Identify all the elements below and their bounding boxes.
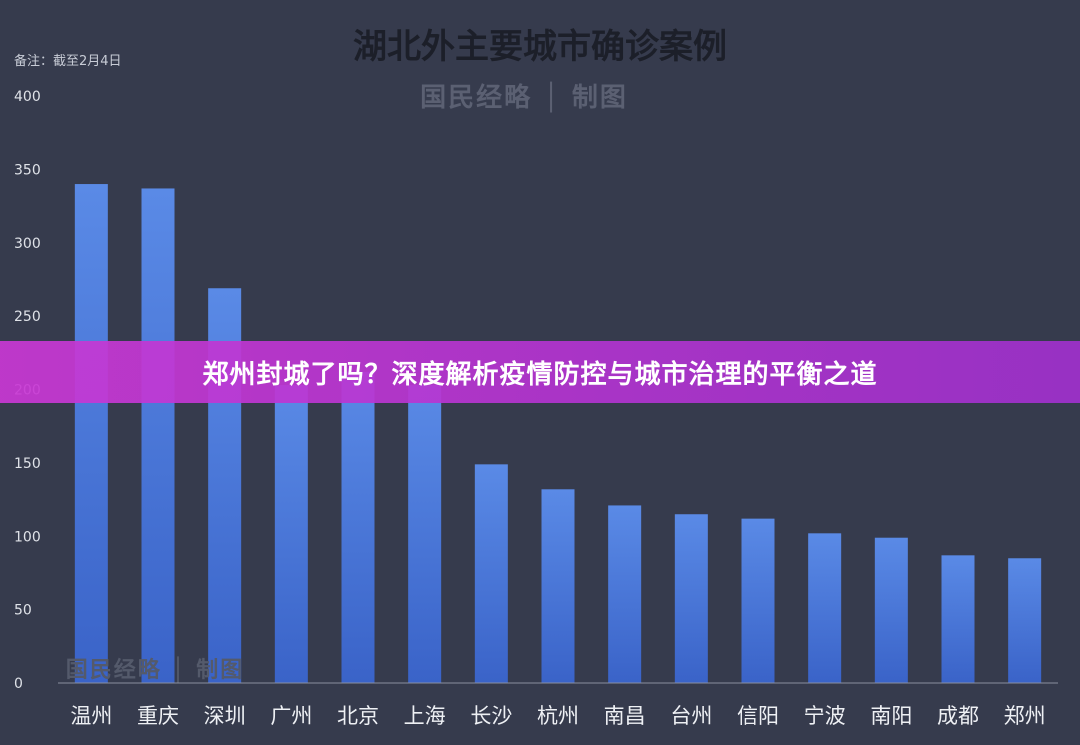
headline-banner: 郑州封城了吗？深度解析疫情防控与城市治理的平衡之道: [0, 341, 1080, 403]
bar-series: [74, 184, 1042, 684]
x-tick-label: 长沙: [470, 704, 512, 728]
x-tick-label: 宁波: [804, 704, 846, 728]
bar-长沙: [474, 464, 508, 683]
bar-台州: [674, 514, 708, 683]
bar-北京: [341, 371, 375, 683]
bar-郑州: [1008, 558, 1042, 683]
bar-温州: [74, 184, 108, 684]
x-tick-label: 南昌: [604, 704, 646, 728]
x-tick-label: 杭州: [537, 704, 579, 728]
y-tick-label: 0: [14, 676, 23, 692]
x-tick-label: 郑州: [1004, 704, 1046, 728]
x-tick-label: 南阳: [870, 704, 912, 728]
bar-宁波: [808, 533, 842, 683]
y-tick-label: 400: [14, 89, 41, 105]
bar-重庆: [141, 188, 175, 683]
bar-信阳: [741, 518, 775, 683]
x-axis: 温州 重庆 深圳 广州 北京 上海 长沙 杭州 南昌 台州 信阳 宁波 南阳 成都 郑州: [70, 704, 1045, 728]
x-tick-label: 成都: [937, 704, 979, 728]
y-tick-label: 250: [14, 309, 41, 325]
x-tick-label: 上海: [404, 704, 446, 728]
x-tick-label: 温州: [70, 704, 112, 728]
x-tick-label: 广州: [270, 704, 312, 728]
y-tick-label: 50: [14, 603, 32, 619]
bar-杭州: [541, 489, 575, 683]
bar-成都: [941, 555, 975, 683]
bar-南昌: [608, 505, 642, 683]
source-watermark-bottom: 国民经略 │ 制图: [66, 656, 245, 683]
chart-note: 备注：截至2月4日: [14, 53, 122, 69]
y-tick-label: 100: [14, 529, 41, 545]
bar-南阳: [874, 537, 908, 683]
y-tick-label: 150: [14, 456, 41, 472]
x-tick-label: 北京: [337, 704, 379, 728]
source-watermark: 国民经略 │ 制图: [420, 81, 628, 113]
x-tick-label: 台州: [670, 704, 712, 728]
x-tick-label: 重庆: [137, 704, 179, 728]
x-tick-label: 深圳: [204, 704, 246, 728]
chart-title: 湖北外主要城市确诊案例: [353, 27, 727, 67]
bar-上海: [408, 385, 442, 683]
x-tick-label: 信阳: [737, 704, 779, 728]
y-tick-label: 300: [14, 236, 41, 252]
headline-text: 郑州封城了吗？深度解析疫情防控与城市治理的平衡之道: [202, 359, 878, 390]
y-tick-label: 350: [14, 162, 41, 178]
bar-广州: [274, 385, 308, 683]
